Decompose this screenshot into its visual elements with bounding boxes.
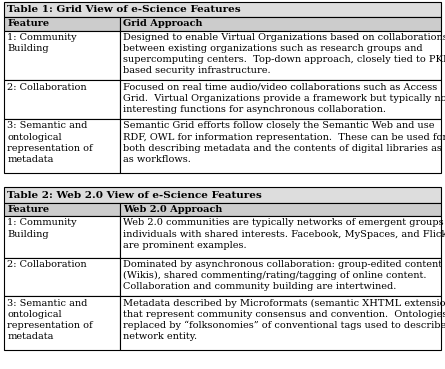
Bar	[120, 17, 441, 31]
Bar	[4, 187, 441, 203]
Bar	[120, 216, 441, 258]
Text: 1: Community
Building: 1: Community Building	[7, 33, 77, 53]
Bar	[120, 258, 441, 296]
Text: Designed to enable Virtual Organizations based on collaborations
between existin: Designed to enable Virtual Organizations…	[123, 33, 445, 75]
Bar	[4, 119, 120, 173]
Text: Web 2.0 communities are typically networks of emergent groups of
individuals wit: Web 2.0 communities are typically networ…	[123, 218, 445, 250]
Text: Feature: Feature	[7, 20, 49, 28]
Bar	[120, 80, 441, 119]
Text: Semantic Grid efforts follow closely the Semantic Web and use
RDF, OWL for infor: Semantic Grid efforts follow closely the…	[123, 121, 445, 164]
Text: Table 2: Web 2.0 View of e-Science Features: Table 2: Web 2.0 View of e-Science Featu…	[7, 191, 262, 200]
Bar	[4, 17, 120, 31]
Bar	[4, 258, 120, 296]
Text: Focused on real time audio/video collaborations such as Access
Grid.  Virtual Or: Focused on real time audio/video collabo…	[123, 83, 445, 114]
Bar	[120, 296, 441, 350]
Text: 3: Semantic and
ontological
representation of
metadata: 3: Semantic and ontological representati…	[7, 121, 93, 164]
Bar	[4, 2, 441, 17]
Bar	[120, 203, 441, 216]
Bar	[4, 80, 120, 119]
Text: Metadata described by Microformats (semantic XHTML extensions)
that represent co: Metadata described by Microformats (sema…	[123, 299, 445, 341]
Text: Web 2.0 Approach: Web 2.0 Approach	[123, 205, 222, 214]
Bar	[4, 216, 120, 258]
Bar	[120, 119, 441, 173]
Text: 3: Semantic and
ontological
representation of
metadata: 3: Semantic and ontological representati…	[7, 299, 93, 341]
Text: 2: Collaboration: 2: Collaboration	[7, 260, 87, 269]
Bar	[4, 203, 120, 216]
Text: 1: Community
Building: 1: Community Building	[7, 218, 77, 238]
Text: Table 1: Grid View of e-Science Features: Table 1: Grid View of e-Science Features	[7, 5, 241, 14]
Text: Feature: Feature	[7, 205, 49, 214]
Text: Grid Approach: Grid Approach	[123, 20, 202, 28]
Bar	[120, 31, 441, 80]
Text: Dominated by asynchronous collaboration: group-edited content
(Wikis), shared co: Dominated by asynchronous collaboration:…	[123, 260, 442, 291]
Bar	[4, 296, 120, 350]
Text: 2: Collaboration: 2: Collaboration	[7, 83, 87, 92]
Bar	[4, 31, 120, 80]
